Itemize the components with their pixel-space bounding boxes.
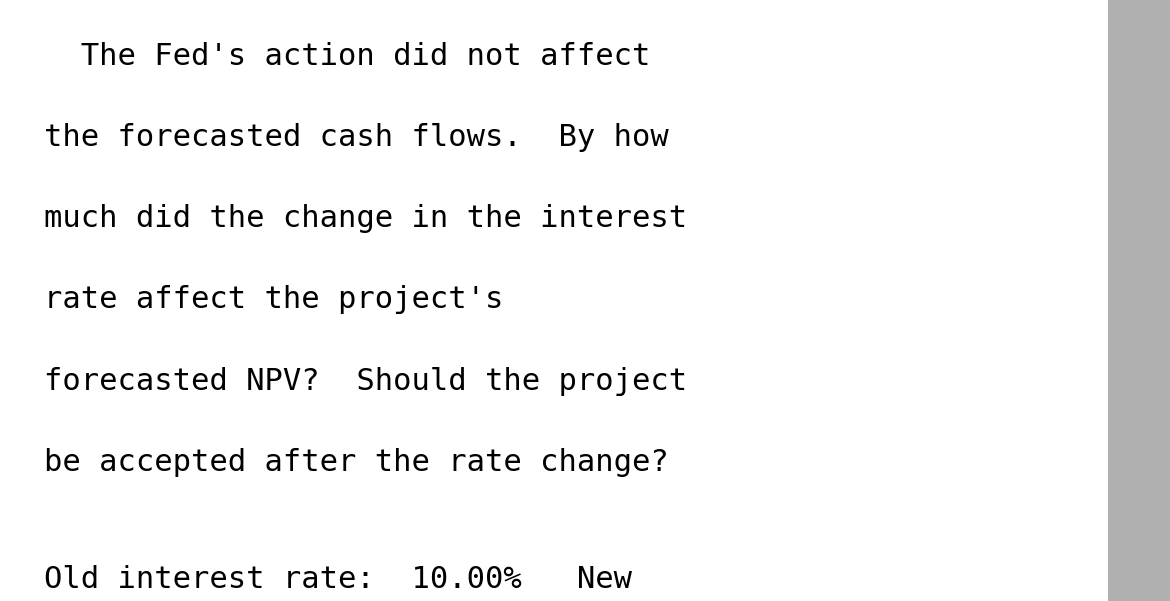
Text: forecasted NPV?  Should the project: forecasted NPV? Should the project [44,367,688,395]
Text: the forecasted cash flows.  By how: the forecasted cash flows. By how [44,123,669,152]
Bar [1108,0,1170,601]
Text: Old interest rate:  10.00%   New: Old interest rate: 10.00% New [44,565,633,594]
Text: rate affect the project's: rate affect the project's [44,285,504,314]
Text: be accepted after the rate change?: be accepted after the rate change? [44,448,669,477]
Text: much did the change in the interest: much did the change in the interest [44,204,688,233]
Text: The Fed's action did not affect: The Fed's action did not affect [44,42,651,71]
